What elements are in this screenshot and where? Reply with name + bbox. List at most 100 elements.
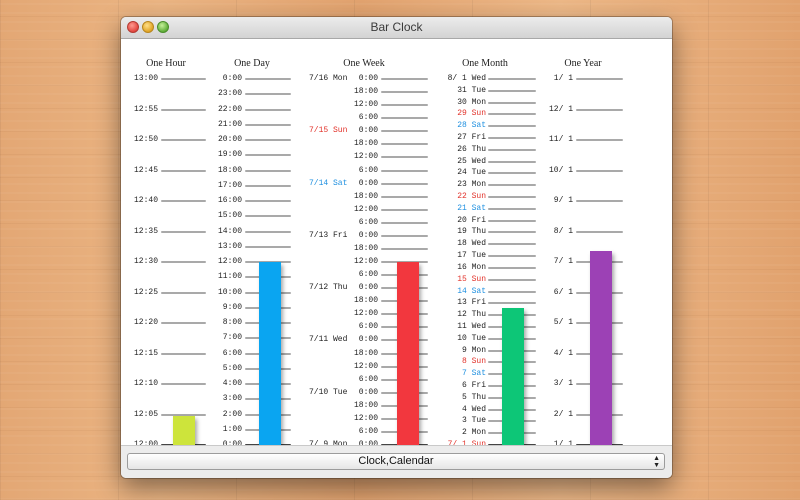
tick-line-hour: [161, 108, 206, 111]
tick-line-day: [245, 139, 291, 141]
tick-label-month: 18 Wed: [457, 239, 486, 249]
tick-label-week: 6:00: [358, 113, 378, 123]
tick-label-month: 8 Sun: [461, 357, 486, 367]
title-bar[interactable]: Bar Clock: [121, 17, 672, 39]
tick-label-week: 12:00: [353, 257, 378, 266]
tick-label-hour: 12:30: [133, 257, 158, 266]
tick-line-day: [245, 245, 291, 248]
tick-label-hour: 12:35: [133, 226, 158, 236]
tick-label-day: 21:00: [217, 119, 242, 129]
tick-label-hour: 12:40: [133, 196, 158, 205]
tick-label-month: 3 Tue: [461, 416, 486, 426]
progress-bar-hour: [173, 415, 195, 445]
tick-line-week: [381, 143, 428, 146]
tick-line-hour: [161, 413, 206, 416]
tick-label-month: 29 Sun: [457, 109, 486, 119]
tick-line-week: [381, 182, 428, 185]
tick-label-hour: 12:50: [133, 135, 158, 144]
tick-label-year: 3/ 1: [553, 379, 573, 388]
tick-line-month: [488, 243, 536, 246]
tick-line-day: [245, 154, 291, 157]
tick-label-year: 5/ 1: [553, 318, 573, 327]
tick-label-hour: 12:55: [133, 104, 158, 114]
close-window-button[interactable]: [127, 21, 139, 33]
tick-label-week: 18:00: [353, 296, 378, 306]
progress-bar-year: [590, 251, 612, 445]
tick-label-week: 6:00: [358, 322, 378, 332]
tick-label-year: 11/ 1: [548, 135, 573, 144]
tick-line-month: [488, 278, 536, 281]
zoom-window-button[interactable]: [157, 21, 169, 33]
tick-line-hour: [161, 383, 206, 385]
tick-line-year: [576, 108, 623, 111]
tick-line-week: [381, 78, 428, 80]
tick-label-month: 2 Mon: [461, 428, 486, 438]
tick-label-day: 7:00: [222, 333, 242, 343]
tick-label-year: 6/ 1: [553, 287, 573, 297]
tick-line-year: [576, 200, 623, 202]
tick-label-week: 6:00: [358, 374, 378, 384]
tick-line-day: [245, 108, 291, 111]
tick-label-year: 8/ 1: [553, 226, 573, 236]
tick-label-month: 4 Wed: [461, 404, 486, 414]
tick-line-week: [381, 208, 428, 211]
tick-label-month: 22 Sun: [457, 192, 486, 202]
display-mode-select[interactable]: Clock,Calendar ▲ ▼: [127, 453, 665, 470]
progress-bar-week: [397, 262, 419, 445]
progress-bar-day: [259, 262, 281, 445]
tick-label-day: 8:00: [222, 318, 242, 327]
tick-label-week: 12:00: [353, 361, 378, 371]
tick-label-year: 2/ 1: [553, 409, 573, 419]
tick-label-week: 0:00: [358, 387, 378, 397]
tick-line-month: [488, 160, 536, 163]
tick-label-month: 15 Sun: [457, 274, 486, 284]
tick-label-year: 9/ 1: [553, 196, 573, 205]
tick-label-hour: 12:15: [133, 348, 158, 358]
tick-label-day: 13:00: [217, 241, 242, 251]
window-title: Bar Clock: [370, 20, 423, 34]
week-day-label: 7/ 9 Mon: [309, 439, 347, 451]
tick-label-week: 0:00: [358, 283, 378, 293]
tick-label-month: 7/ 1 Sun: [440, 439, 486, 451]
tick-label-month: 7 Sat: [461, 369, 486, 379]
tick-label-day: 22:00: [217, 104, 242, 114]
tick-line-week: [381, 117, 428, 120]
tick-line-day: [245, 93, 291, 96]
tick-label-year: 4/ 1: [553, 348, 573, 358]
tick-line-year: [576, 139, 623, 141]
tick-line-week: [381, 169, 428, 172]
tick-label-hour: 12:10: [133, 379, 158, 388]
tick-label-month: 10 Tue: [457, 333, 486, 343]
tick-line-week: [381, 221, 428, 224]
tick-label-month: 5 Thu: [461, 392, 486, 402]
tick-label-month: 30 Mon: [457, 97, 486, 107]
tick-label-day: 10:00: [217, 287, 242, 297]
tick-label-hour: 12:25: [133, 287, 158, 297]
tick-line-month: [488, 302, 536, 305]
tick-line-month: [488, 78, 536, 80]
tick-label-week: 0:00: [342, 439, 378, 451]
progress-bar-month: [502, 307, 524, 445]
tick-line-week: [381, 156, 428, 159]
tick-label-day: 9:00: [222, 302, 242, 312]
tick-line-week: [381, 247, 428, 250]
column-header-hour: One Hour: [146, 58, 186, 69]
minimize-window-button[interactable]: [142, 21, 154, 33]
tick-line-month: [488, 125, 536, 128]
tick-line-month: [488, 148, 536, 151]
tick-line-week: [381, 130, 428, 133]
week-day-label: 7/11 Wed: [309, 335, 348, 345]
bar-clock-window: Bar Clock One Hour One Day One Week One …: [121, 17, 672, 478]
tick-label-week: 18:00: [353, 87, 378, 97]
tick-line-month: [488, 219, 536, 222]
tick-label-month: 9 Mon: [461, 345, 486, 355]
tick-label-year: 7/ 1: [553, 257, 573, 266]
tick-label-day: 5:00: [222, 363, 242, 373]
tick-label-day: 2:00: [222, 409, 242, 419]
tick-line-day: [245, 184, 291, 187]
bottom-toolbar: Clock,Calendar ▲ ▼: [121, 445, 672, 478]
column-header-day: One Day: [234, 58, 270, 69]
tick-line-hour: [161, 200, 206, 202]
tick-line-month: [488, 89, 536, 92]
tick-label-day: 19:00: [217, 150, 242, 160]
